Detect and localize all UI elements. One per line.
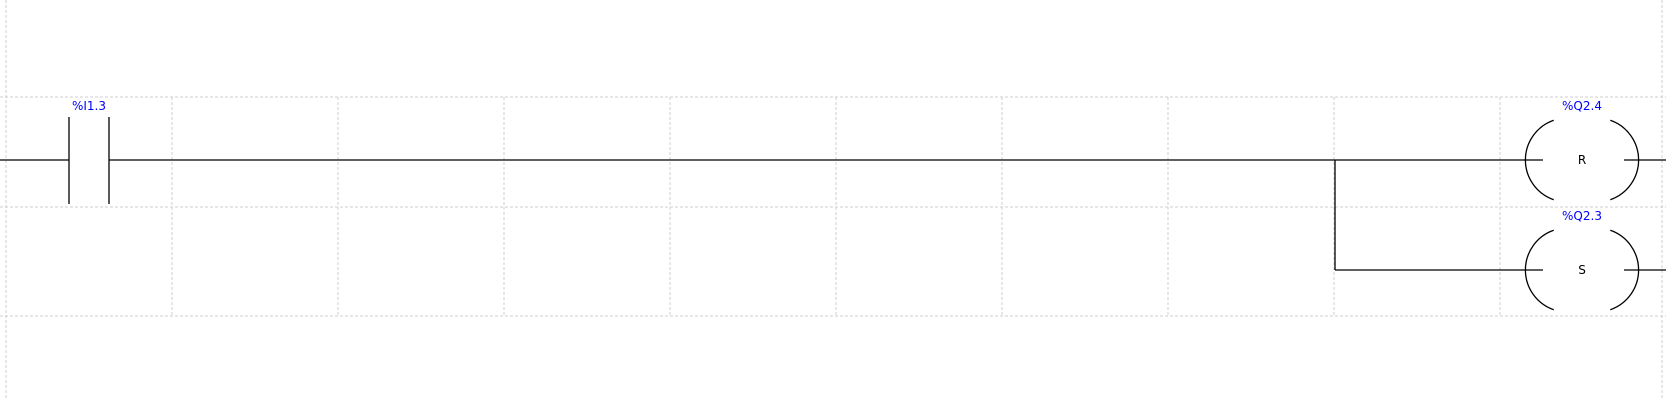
- reset-coil-q2-4[interactable]: %Q2.4 R: [1524, 99, 1666, 201]
- coil-left-arc: [1524, 229, 1554, 311]
- coil-address-label: %Q2.4: [1562, 99, 1602, 113]
- coil-letter-label: S: [1578, 263, 1586, 277]
- contact-i1-3[interactable]: %I1.3: [0, 99, 110, 204]
- coil-letter-label: R: [1578, 153, 1586, 167]
- output-branch: [1334, 160, 1543, 271]
- contact-address-label: %I1.3: [72, 99, 106, 113]
- set-coil-q2-3[interactable]: %Q2.3 S: [1524, 209, 1666, 311]
- coil-address-label: %Q2.3: [1562, 209, 1602, 223]
- coil-left-arc: [1524, 119, 1554, 201]
